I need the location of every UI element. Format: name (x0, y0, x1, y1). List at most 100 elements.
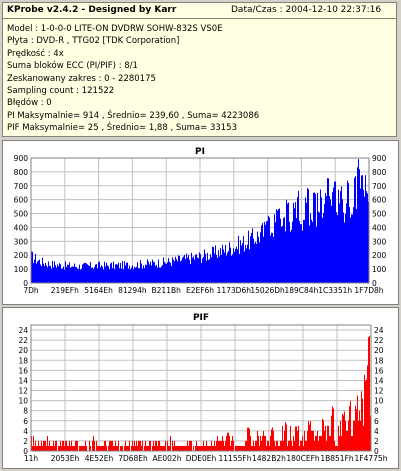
data-bar (197, 445, 198, 451)
data-bar (126, 262, 127, 283)
data-bar (219, 256, 220, 283)
data-bar (111, 262, 112, 283)
data-bar (313, 192, 314, 283)
data-bar (224, 445, 225, 451)
data-bar (293, 202, 294, 283)
data-bar (245, 244, 246, 283)
data-bar (183, 256, 184, 283)
data-bar (245, 440, 246, 451)
data-bar (176, 259, 177, 283)
data-bar (202, 258, 203, 283)
data-bar (266, 445, 267, 451)
data-bar (98, 445, 99, 451)
data-bar (286, 199, 287, 283)
data-bar (207, 445, 208, 451)
data-bar (57, 264, 58, 283)
info-pif-stats: PIF Maksymalnie= 25 , Średnio= 1,88 , Su… (7, 123, 237, 134)
data-bar (322, 418, 323, 451)
data-bar (339, 203, 340, 283)
data-bar (167, 440, 168, 451)
data-bar (41, 266, 42, 283)
data-bar (352, 214, 353, 283)
data-bar (349, 406, 350, 451)
data-bar (216, 440, 217, 451)
data-bar (265, 224, 266, 283)
data-bar (271, 232, 272, 283)
data-bar (263, 236, 264, 283)
data-bar (67, 264, 68, 283)
data-bar (334, 181, 335, 283)
data-bar (242, 243, 243, 283)
data-bar (83, 263, 84, 283)
data-bar (104, 261, 105, 283)
data-bar (94, 267, 95, 283)
data-bar (146, 265, 147, 283)
data-bar (75, 266, 76, 283)
data-bar (71, 266, 72, 283)
data-bar (40, 445, 41, 451)
data-bar (174, 261, 175, 283)
y-tick-label-right: 24 (374, 326, 384, 335)
data-bar (171, 265, 172, 283)
x-tick-label: B211Bh (152, 286, 182, 295)
data-bar (278, 209, 279, 283)
data-bar (337, 214, 338, 283)
data-bar (286, 424, 287, 451)
data-bar (294, 440, 295, 451)
data-bar (58, 445, 59, 451)
data-bar (304, 430, 305, 451)
data-bar (39, 445, 40, 451)
data-bar (238, 235, 239, 283)
data-bar (269, 217, 270, 283)
x-tick-label: 7Dh (23, 286, 39, 295)
data-bar (80, 445, 81, 451)
data-bar (349, 206, 350, 283)
y-tick-label-left: 0 (23, 447, 28, 456)
data-bar (262, 223, 263, 283)
x-tick-label: E2EF6h (186, 286, 214, 295)
data-bar (254, 445, 255, 451)
data-bar (61, 445, 62, 451)
data-bar (55, 265, 56, 283)
data-bar (93, 435, 94, 451)
data-bar (320, 189, 321, 283)
data-bar (82, 445, 83, 451)
data-bar (86, 445, 87, 451)
data-bar (239, 445, 240, 451)
data-bar (174, 440, 175, 451)
data-bar (311, 430, 312, 451)
y-tick-label-right: 12 (374, 387, 384, 396)
data-bar (351, 435, 352, 451)
data-bar (141, 263, 142, 283)
x-tick-label: 81294h (118, 286, 147, 295)
data-bar (179, 445, 180, 451)
data-bar (211, 257, 212, 283)
data-bar (154, 262, 155, 283)
data-bar (188, 255, 189, 283)
data-bar (366, 379, 367, 451)
data-bar (88, 265, 89, 283)
data-bar (199, 445, 200, 451)
data-bar (37, 261, 38, 283)
y-tick-label-left: 400 (14, 223, 29, 232)
data-bar (91, 267, 92, 283)
data-bar (321, 197, 322, 283)
data-bar (293, 435, 294, 451)
data-bar (275, 445, 276, 451)
data-bar (345, 420, 346, 451)
data-bar (322, 217, 323, 283)
data-bar (210, 445, 211, 451)
data-bar (34, 259, 35, 283)
data-bar (265, 435, 266, 451)
data-bar (125, 440, 126, 451)
data-bar (115, 264, 116, 283)
data-bar (304, 219, 305, 283)
data-bar (312, 221, 313, 283)
data-bar (283, 440, 284, 451)
data-bar (75, 440, 76, 451)
data-bar (198, 258, 199, 283)
data-bar (343, 415, 344, 451)
data-bar (97, 268, 98, 283)
data-bar (110, 440, 111, 451)
data-bar (224, 252, 225, 283)
